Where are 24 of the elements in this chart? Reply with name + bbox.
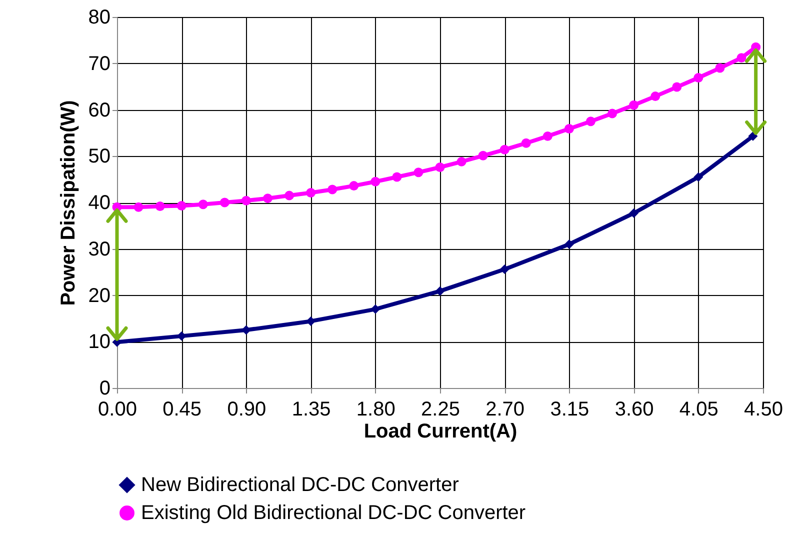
x-tick-label: 2.25 — [421, 398, 460, 420]
x-tick-label: 3.60 — [614, 398, 654, 420]
x-tick-label: 4.50 — [744, 398, 783, 420]
y-tick-label: 70 — [88, 52, 110, 75]
x-tick-label: 2.70 — [486, 398, 525, 420]
y-tick-label: 80 — [88, 6, 110, 28]
y-tick-label: 50 — [88, 146, 110, 168]
y-tick-label: 30 — [88, 238, 110, 260]
y-axis-title: Power Dissipation(W) — [57, 100, 80, 306]
x-tick-label: 0.45 — [162, 398, 202, 420]
x-tick-label: 1.80 — [356, 398, 396, 420]
y-tick-label: 0 — [99, 378, 110, 400]
x-tick-label: 0.90 — [227, 398, 266, 420]
y-tick-label: 10 — [88, 331, 110, 354]
y-tick-label: 60 — [88, 99, 110, 122]
x-tick-label: 0.00 — [98, 398, 137, 420]
legend-label: Existing Old Bidirectional DC-DC Converter — [141, 502, 526, 524]
x-axis-title: Load Current(A) — [364, 420, 518, 442]
x-tick-label: 4.05 — [679, 398, 718, 420]
y-tick-label: 40 — [88, 192, 110, 214]
x-tick-label: 3.15 — [550, 398, 590, 420]
y-tick-label: 20 — [88, 284, 110, 307]
legend-label: New Bidirectional DC-DC Converter — [141, 474, 460, 496]
x-tick-label: 1.35 — [292, 398, 331, 420]
